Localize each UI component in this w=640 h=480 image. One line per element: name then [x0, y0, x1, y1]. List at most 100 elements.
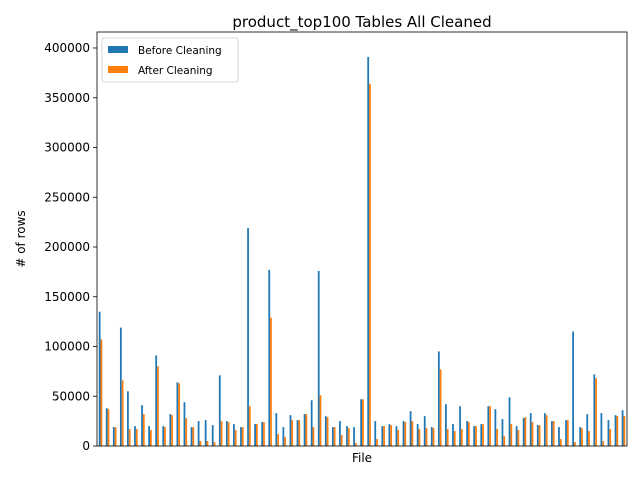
bar-after-cleaning: [581, 428, 583, 446]
bar-before-cleaning: [579, 427, 582, 446]
bar-before-cleaning: [409, 411, 412, 446]
bar-before-cleaning: [466, 421, 468, 447]
bar-before-cleaning: [402, 421, 405, 447]
bar-before-cleaning: [614, 415, 617, 446]
bar-before-cleaning: [240, 427, 242, 446]
bar-after-cleaning: [270, 317, 272, 446]
bar-before-cleaning: [381, 426, 384, 446]
bar-after-cleaning: [347, 428, 350, 446]
bar-before-cleaning: [501, 419, 504, 446]
bar-after-cleaning: [121, 380, 124, 446]
bar-after-cleaning: [531, 422, 534, 446]
y-axis-label: # of rows: [14, 210, 28, 267]
bar-before-cleaning: [134, 426, 136, 446]
bar-before-cleaning: [218, 375, 221, 446]
bar-after-cleaning: [150, 430, 152, 446]
legend-swatch-after-cleaning: [108, 66, 128, 73]
legend-box: [101, 37, 239, 83]
bar-after-cleaning: [171, 415, 173, 446]
bar-after-cleaning: [277, 434, 279, 446]
bar-after-cleaning: [135, 429, 138, 446]
bar-after-cleaning: [142, 414, 145, 446]
bar-before-cleaning: [169, 414, 172, 446]
bar-before-cleaning: [515, 426, 518, 446]
x-axis-label: File: [352, 451, 372, 465]
bar-before-cleaning: [621, 410, 624, 446]
bar-before-cleaning: [593, 374, 596, 446]
bar-before-cleaning: [607, 420, 610, 446]
bar-after-cleaning: [496, 429, 499, 446]
y-axis-ticks: 0 50000 100000 150000 200000 250000 300000 3500…: [44, 41, 97, 453]
bar-before-cleaning: [353, 427, 355, 446]
bar-after-cleaning: [588, 431, 590, 446]
bar-before-cleaning: [225, 421, 228, 447]
bar-after-cleaning: [460, 429, 463, 446]
bar-before-cleaning: [473, 426, 476, 446]
bar-before-cleaning: [324, 416, 327, 446]
bar-before-cleaning: [190, 427, 193, 446]
bar-before-cleaning: [112, 427, 115, 446]
bar-before-cleaning: [423, 416, 426, 446]
bar-after-cleaning: [411, 421, 414, 447]
bar-before-cleaning: [254, 424, 256, 446]
bar-before-cleaning: [282, 427, 285, 446]
bar-after-cleaning: [291, 420, 294, 446]
bar-before-cleaning: [247, 228, 249, 446]
bar-before-cleaning: [374, 421, 377, 447]
bar-before-cleaning: [346, 426, 348, 446]
bar-before-cleaning: [141, 405, 143, 446]
plot-frame: [96, 31, 628, 447]
bar-before-cleaning: [176, 382, 179, 446]
bar-after-cleaning: [439, 369, 442, 446]
bar-after-cleaning: [552, 421, 555, 447]
bar-before-cleaning: [233, 424, 235, 446]
bar-after-cleaning: [559, 439, 562, 446]
bar-before-cleaning: [529, 413, 532, 446]
bar-after-cleaning: [623, 416, 626, 446]
bar-after-cleaning: [369, 83, 371, 446]
bar-after-cleaning: [482, 424, 484, 446]
bar-before-cleaning: [261, 422, 264, 446]
bar-before-cleaning: [289, 415, 292, 446]
bar-after-cleaning: [538, 425, 541, 446]
bar-before-cleaning: [388, 424, 391, 446]
bar-after-cleaning: [475, 426, 477, 446]
bar-after-cleaning: [574, 442, 576, 446]
bar-before-cleaning: [551, 421, 553, 447]
bar-before-cleaning: [331, 427, 334, 446]
bar-before-cleaning: [275, 413, 278, 446]
bar-before-cleaning: [480, 424, 483, 446]
bar-after-cleaning: [213, 442, 216, 446]
bar-after-cleaning: [220, 421, 223, 447]
bar-after-cleaning: [418, 429, 421, 446]
bar-after-cleaning: [595, 378, 597, 446]
bar-before-cleaning: [119, 327, 122, 446]
y-tick-label: 200000: [44, 240, 90, 254]
bar-after-cleaning: [164, 427, 166, 446]
bar-after-cleaning: [248, 406, 251, 446]
bar-after-cleaning: [107, 409, 110, 446]
bar-before-cleaning: [162, 426, 165, 446]
bar-before-cleaning: [416, 424, 419, 446]
legend-label-after-cleaning: After Cleaning: [138, 65, 213, 77]
bar-after-cleaning: [199, 441, 202, 446]
bar-before-cleaning: [155, 355, 158, 446]
bar-after-cleaning: [517, 430, 520, 446]
bar-before-cleaning: [310, 400, 313, 446]
bar-before-cleaning: [445, 404, 447, 446]
y-tick-label: 100000: [44, 340, 90, 354]
bar-after-cleaning: [284, 437, 287, 446]
bar-before-cleaning: [197, 421, 200, 447]
bar-after-cleaning: [390, 425, 393, 446]
bar-after-cleaning: [453, 431, 456, 446]
bar-before-cleaning: [508, 397, 511, 446]
bar-before-cleaning: [204, 420, 207, 446]
bar-before-cleaning: [183, 402, 186, 446]
bar-after-cleaning: [404, 422, 407, 446]
y-tick-label: 150000: [44, 290, 90, 304]
bar-after-cleaning: [340, 435, 343, 446]
bar-after-cleaning: [397, 430, 400, 446]
bar-after-cleaning: [602, 441, 605, 446]
bar-before-cleaning: [459, 406, 461, 446]
bar-after-cleaning: [326, 417, 329, 446]
